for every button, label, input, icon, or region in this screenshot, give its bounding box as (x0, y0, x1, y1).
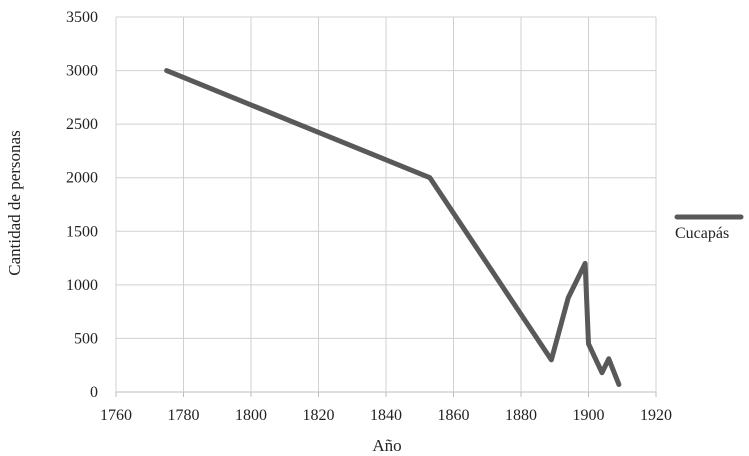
y-tick-label: 2000 (66, 170, 98, 187)
grid (115, 16, 657, 397)
x-tick-label: 1820 (303, 407, 335, 424)
y-axis-title: Cantidad de personas (5, 130, 24, 275)
series-line-cucapas (164, 68, 622, 387)
x-tick-label: 1800 (235, 407, 267, 424)
legend-label-cucapas: Cucapás (675, 225, 729, 242)
x-tick-label: 1880 (505, 407, 537, 424)
x-tick-label: 1840 (370, 407, 402, 424)
series-layer (164, 68, 622, 387)
x-tick-label: 1760 (100, 407, 132, 424)
y-tick-label: 500 (74, 330, 98, 347)
y-tick-label: 3000 (66, 63, 98, 80)
y-tick-label: 1000 (66, 277, 98, 294)
x-tick-label: 1860 (438, 407, 470, 424)
y-tick-label: 0 (90, 384, 98, 401)
x-tick-label: 1780 (168, 407, 200, 424)
tick-labels: 0 500 1000 1500 2000 2500 3000 3500 1760 1780 1800… (66, 9, 672, 424)
y-tick-label: 2500 (66, 116, 98, 133)
y-tick-label: 1500 (66, 223, 98, 240)
x-axis-title: Año (372, 436, 401, 455)
legend: Cucapás (674, 214, 744, 242)
x-tick-label: 1920 (640, 407, 672, 424)
x-tick-label: 1900 (573, 407, 605, 424)
y-tick-label: 3500 (66, 9, 98, 26)
